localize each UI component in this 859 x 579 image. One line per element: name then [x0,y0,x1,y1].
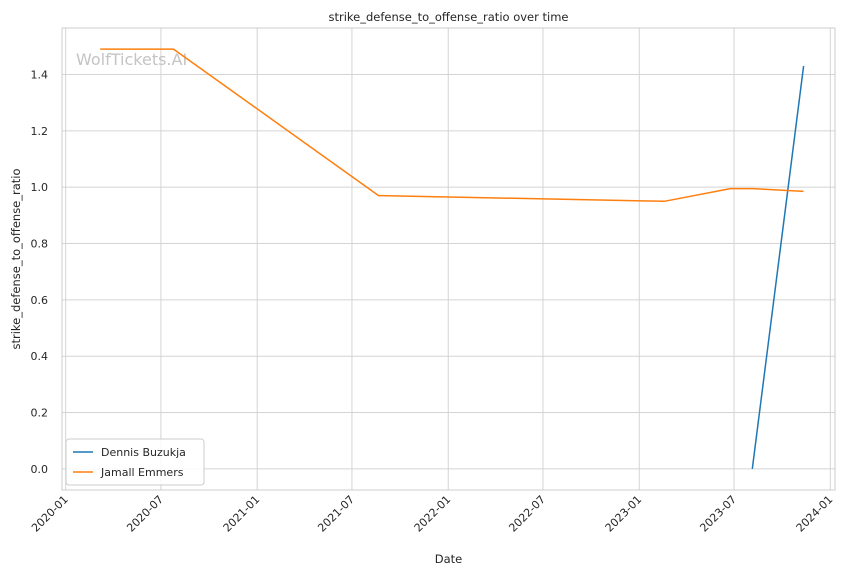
y-tick-label: 0.4 [31,350,49,363]
x-tick-label: 2022-07 [506,493,548,535]
x-tick-label: 2021-01 [221,493,263,535]
y-tick-label: 1.2 [31,125,49,138]
series-lines [100,48,805,469]
gridlines [62,28,835,490]
y-tick-label: 0.6 [31,294,49,307]
series-line [751,65,805,469]
y-tick-label: 0.2 [31,407,49,420]
x-tick-label: 2020-01 [29,493,71,535]
x-tick-label: 2021-07 [315,493,357,535]
x-tick-label: 2020-07 [124,493,166,535]
y-tick-label: 0.0 [31,463,49,476]
x-axis-title: Date [435,552,463,566]
y-tick-label: 1.0 [31,181,49,194]
x-tick-label: 2024-01 [794,493,836,535]
series-line [100,48,804,203]
legend: Dennis Buzukja Jamall Emmers [65,438,205,486]
x-tick-label: 2023-07 [697,493,739,535]
y-axis-title: strike_defense_to_offense_ratio [9,168,23,349]
watermark-text: WolfTickets.AI [76,50,187,69]
x-tick-label: 2023-01 [603,493,645,535]
axes-frame [61,27,836,491]
legend-label: Jamall Emmers [100,466,184,479]
y-tick-label: 1.4 [31,68,49,81]
legend-label: Dennis Buzukja [101,446,186,459]
y-tick-label: 0.8 [31,238,49,251]
plot-frame [61,27,836,491]
legend-box [65,438,205,486]
chart-title: strike_defense_to_offense_ratio over tim… [329,10,569,24]
x-tick-label: 2022-01 [412,493,454,535]
